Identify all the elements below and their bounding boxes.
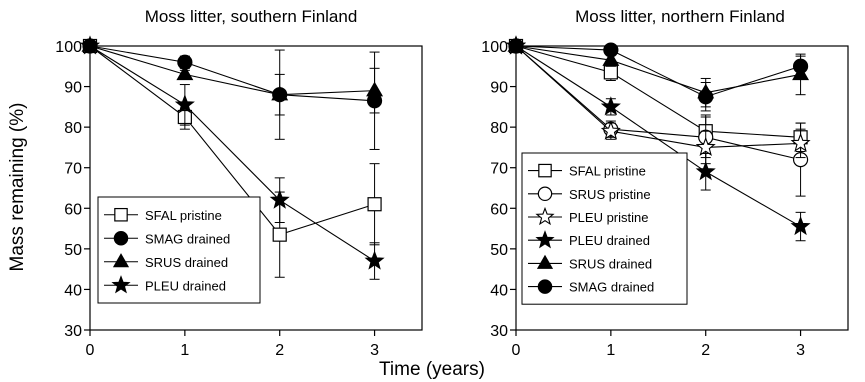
y-tick-label: 80 — [64, 120, 82, 137]
data-point — [508, 38, 524, 54]
series-2 — [82, 38, 383, 150]
series-1 — [508, 38, 808, 152]
y-tick-label: 40 — [490, 282, 508, 299]
y-tick-label: 50 — [490, 242, 508, 259]
data-point — [272, 227, 287, 242]
data-point — [603, 42, 619, 58]
data-point — [695, 161, 716, 181]
legend-label: SRUS drained — [145, 255, 228, 270]
y-tick-label: 90 — [64, 80, 82, 97]
y-tick-label: 80 — [490, 120, 508, 137]
plot-frame — [515, 45, 849, 331]
y-tick-label: 70 — [490, 161, 508, 178]
x-tick-label: 2 — [701, 342, 710, 359]
series-line — [89, 45, 375, 236]
legend-marker — [536, 254, 554, 269]
data-point — [364, 250, 385, 270]
series-line — [515, 45, 801, 148]
y-tick-label: 100 — [481, 39, 508, 56]
data-point — [366, 81, 384, 97]
series-line — [515, 45, 801, 94]
series-4 — [79, 35, 385, 280]
x-tick-label: 2 — [275, 342, 284, 359]
series-line — [89, 45, 375, 96]
series-line — [89, 45, 375, 262]
legend-label: SRUS drained — [569, 256, 652, 271]
x-tick-label: 0 — [512, 342, 521, 359]
y-axis-label: Mass remaining (%) — [7, 103, 28, 272]
y-tick-label: 100 — [55, 39, 82, 56]
legend-label: PLEU drained — [569, 233, 650, 248]
panel-1: Moss litter, southern Finland30405060708… — [55, 7, 423, 359]
series-line — [515, 45, 801, 98]
legend-label: PLEU drained — [145, 278, 226, 293]
y-tick-label: 30 — [64, 323, 82, 340]
legend-label: SMAG drained — [145, 231, 230, 246]
data-point — [176, 65, 194, 81]
data-point — [790, 132, 811, 152]
x-tick-label: 1 — [606, 342, 615, 359]
data-point — [79, 35, 101, 55]
y-tick-label: 40 — [64, 282, 82, 299]
series-4 — [505, 35, 811, 242]
series-5 — [507, 36, 810, 108]
legend-label: SMAG drained — [569, 280, 654, 295]
y-tick-label: 90 — [490, 80, 508, 97]
data-point — [792, 58, 809, 74]
legend-marker — [538, 163, 552, 178]
legend-label: SFAL pristine — [569, 164, 646, 179]
series-line — [515, 45, 801, 138]
data-point — [790, 215, 811, 236]
data-point — [271, 85, 289, 101]
y-tick-label: 60 — [490, 201, 508, 218]
panel-title: Moss litter, southern Finland — [145, 7, 358, 26]
data-point — [367, 197, 382, 212]
x-axis-label: Time (years) — [379, 359, 485, 380]
data-point — [600, 96, 621, 116]
legend-marker — [114, 207, 128, 222]
series-line — [89, 45, 375, 102]
data-point — [600, 120, 621, 140]
panel-2: Moss litter, northern Finland30405060708… — [481, 7, 849, 359]
legend-label: SFAL pristine — [145, 208, 222, 223]
y-tick-label: 70 — [64, 161, 82, 178]
plot-frame — [89, 45, 423, 331]
x-tick-label: 3 — [796, 342, 805, 359]
data-point — [174, 94, 195, 114]
panel-title: Moss litter, northern Finland — [575, 7, 785, 26]
legend-label: PLEU pristine — [569, 210, 648, 225]
series-3 — [81, 36, 384, 116]
legend: SFAL pristine SRUS pristine PLEU pristine P… — [521, 152, 688, 305]
legend-marker — [535, 230, 555, 249]
legend-label: SRUS pristine — [569, 187, 651, 202]
x-tick-label: 1 — [180, 342, 189, 359]
legend-marker — [113, 231, 129, 246]
x-tick-label: 0 — [86, 342, 95, 359]
legend-marker — [111, 275, 131, 294]
legend: SFAL pristine SMAG drained SRUS drained PLE… — [97, 196, 261, 304]
data-point — [603, 65, 618, 80]
legend-marker — [537, 279, 553, 294]
data-point — [698, 89, 714, 105]
data-point — [695, 136, 716, 156]
y-tick-label: 60 — [64, 201, 82, 218]
legend-marker — [537, 186, 553, 202]
y-tick-label: 50 — [64, 242, 82, 259]
series-line — [515, 45, 801, 228]
data-point — [602, 51, 620, 66]
legend-marker — [112, 253, 130, 268]
x-tick-label: 3 — [370, 342, 379, 359]
y-tick-label: 30 — [490, 323, 508, 340]
legend-marker — [535, 206, 555, 226]
legend-box — [521, 152, 688, 305]
series-line — [515, 45, 801, 161]
data-point — [269, 189, 290, 209]
series-6 — [508, 38, 809, 112]
